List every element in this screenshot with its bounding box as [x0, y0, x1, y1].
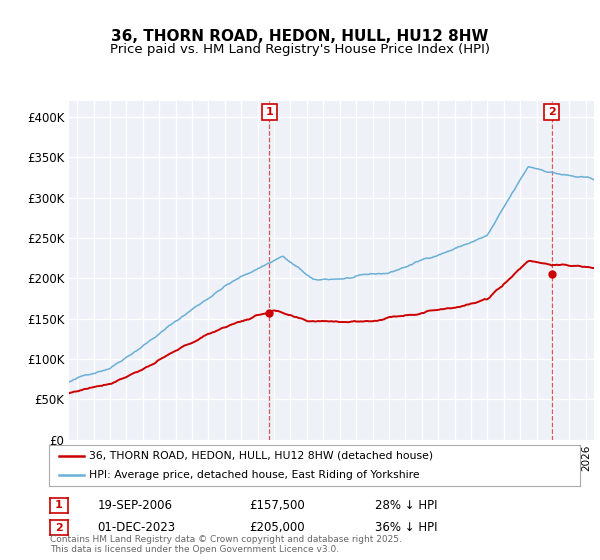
Text: 36, THORN ROAD, HEDON, HULL, HU12 8HW: 36, THORN ROAD, HEDON, HULL, HU12 8HW — [112, 29, 488, 44]
Text: HPI: Average price, detached house, East Riding of Yorkshire: HPI: Average price, detached house, East… — [89, 470, 419, 480]
Text: Price paid vs. HM Land Registry's House Price Index (HPI): Price paid vs. HM Land Registry's House … — [110, 43, 490, 55]
Text: 1: 1 — [55, 501, 62, 510]
Text: 01-DEC-2023: 01-DEC-2023 — [97, 521, 175, 534]
Text: 28% ↓ HPI: 28% ↓ HPI — [375, 498, 437, 512]
Text: 36, THORN ROAD, HEDON, HULL, HU12 8HW (detached house): 36, THORN ROAD, HEDON, HULL, HU12 8HW (d… — [89, 451, 433, 461]
Text: 2: 2 — [55, 523, 62, 533]
Text: 36% ↓ HPI: 36% ↓ HPI — [375, 521, 437, 534]
Text: Contains HM Land Registry data © Crown copyright and database right 2025.
This d: Contains HM Land Registry data © Crown c… — [50, 535, 401, 554]
Text: £205,000: £205,000 — [249, 521, 305, 534]
Text: £157,500: £157,500 — [249, 498, 305, 512]
Text: 2: 2 — [548, 107, 556, 117]
Text: 19-SEP-2006: 19-SEP-2006 — [97, 498, 172, 512]
Text: 1: 1 — [266, 107, 274, 117]
